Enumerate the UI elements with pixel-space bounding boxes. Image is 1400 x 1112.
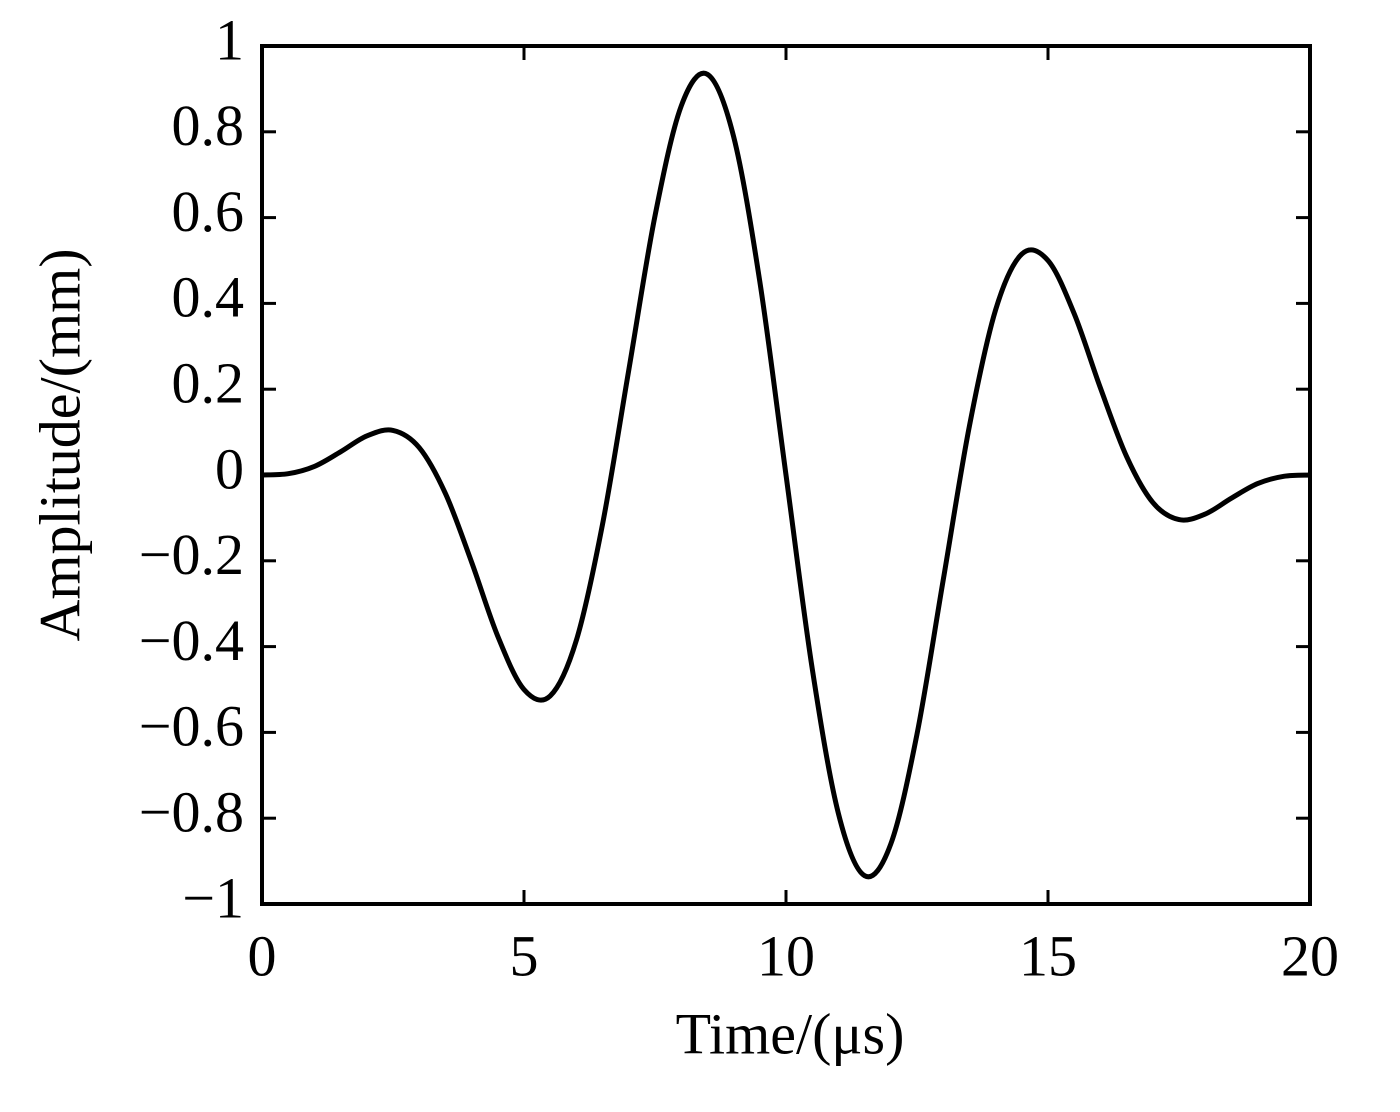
y-tick-label: −0.4 — [139, 608, 244, 673]
y-tick-label: 0.2 — [172, 351, 245, 416]
y-tick-label: 0 — [215, 436, 244, 501]
x-tick-label: 0 — [248, 923, 277, 988]
x-tick-label: 10 — [757, 923, 815, 988]
x-axis-label: Time/(μs) — [676, 1001, 905, 1066]
y-tick-label: −1 — [182, 865, 244, 930]
y-tick-label: 1 — [215, 7, 244, 72]
x-tick-label: 5 — [510, 923, 539, 988]
y-tick-label: −0.8 — [139, 780, 244, 845]
y-tick-label: 0.6 — [172, 179, 245, 244]
y-tick-label: 0.4 — [172, 265, 245, 330]
y-tick-label: 0.8 — [172, 93, 245, 158]
y-tick-label: −0.2 — [139, 522, 244, 587]
x-tick-label: 20 — [1281, 923, 1339, 988]
data-line — [261, 70, 1311, 880]
y-tick-label: −0.6 — [139, 694, 244, 759]
y-axis-label: Amplitude/(mm) — [27, 248, 92, 641]
x-tick-label: 15 — [1019, 923, 1077, 988]
